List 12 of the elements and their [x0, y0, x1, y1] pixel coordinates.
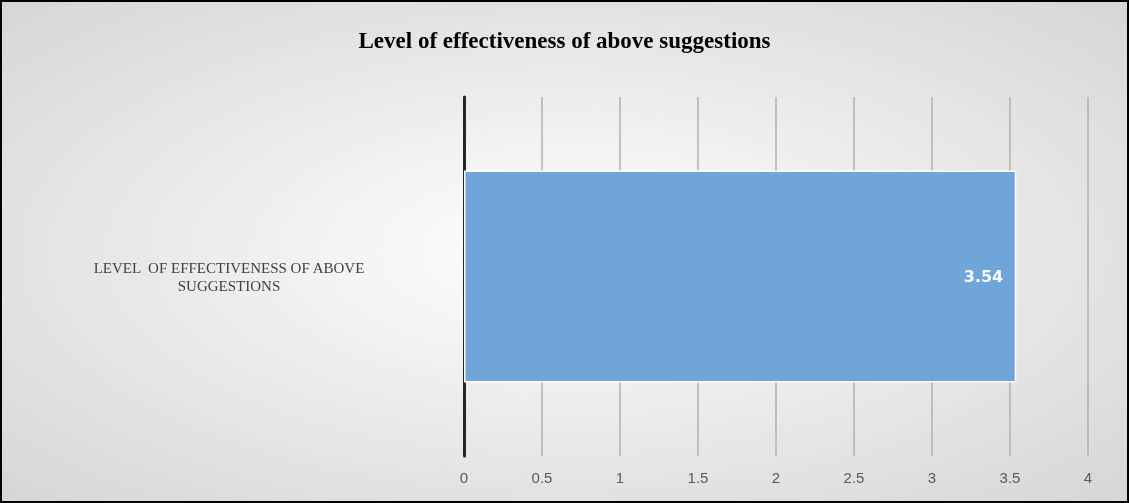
x-tick-label: 3.5 — [999, 469, 1021, 486]
x-tick-label: 0 — [459, 469, 469, 486]
x-tick-label: 0.5 — [531, 469, 553, 486]
data-label: 3.54 — [963, 267, 1004, 286]
x-tick-label: 3 — [927, 469, 937, 486]
x-tick-label: 1.5 — [687, 469, 709, 486]
y-tick-label: LEVEL OF EFFECTIVENESS OF ABOVE SUGGESTIONS — [93, 259, 365, 294]
x-tick-label: 1 — [615, 469, 625, 486]
x-tick-label: 2 — [771, 469, 781, 486]
x-tick-label: 4 — [1083, 469, 1093, 486]
chart-title: Level of effectiveness of above suggestions — [358, 28, 771, 53]
x-tick-label: 2.5 — [843, 469, 865, 486]
